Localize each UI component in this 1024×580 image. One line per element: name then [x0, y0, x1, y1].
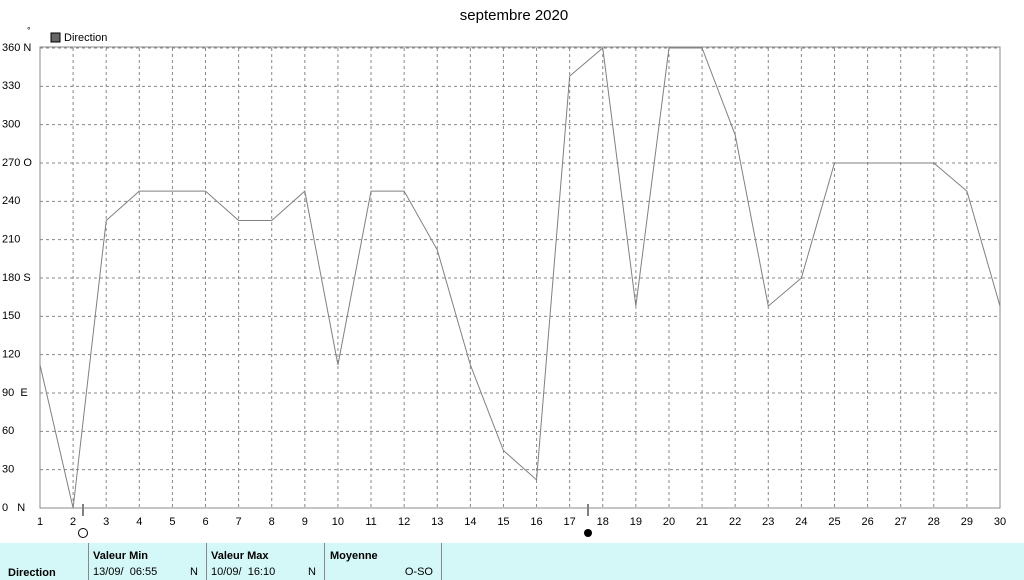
summary-cell: Moyenne O-SO [325, 543, 442, 580]
y-tick-label: 210 [2, 234, 20, 246]
x-tick-label: 6 [202, 516, 208, 528]
y-tick-label: 300 [2, 119, 20, 131]
x-tick-label: 12 [398, 516, 410, 528]
x-tick-label: 8 [269, 516, 275, 528]
mean-dir: O-SO [404, 566, 433, 578]
y-tick-label: 120 [2, 349, 20, 361]
y-tick-label: 60 [2, 425, 14, 437]
x-tick-label: 17 [564, 516, 576, 528]
y-tick-label: 240 [2, 195, 20, 207]
x-tick-label: 10 [332, 516, 344, 528]
x-tick-label: 15 [497, 516, 509, 528]
mean-header: Moyenne [330, 550, 378, 562]
max-dir: N [308, 566, 316, 578]
summary-cell: Valeur Max 10/09/ 16:10 N [207, 543, 325, 580]
x-tick-label: 11 [365, 516, 376, 528]
unit: ° [27, 25, 31, 35]
x-tick-label: 20 [663, 516, 675, 528]
max-date: 10/09/ 16:10 [211, 566, 276, 578]
legend-swatch [50, 32, 61, 43]
y-tick-label: 30 [2, 464, 14, 476]
y-tick-label: 180 S [2, 272, 31, 284]
y-tick-label: 0 N [2, 502, 25, 514]
x-tick-label: 19 [630, 516, 642, 528]
x-tick-label: 7 [236, 516, 242, 528]
x-tick-label: 30 [994, 516, 1006, 528]
legend-label: Direction [64, 32, 107, 44]
y-tick-label: 90 E [2, 387, 28, 399]
x-tick-label: 22 [729, 516, 741, 528]
x-tick-label: 29 [961, 516, 973, 528]
x-tick-label: 14 [464, 516, 476, 528]
max-marker [584, 529, 592, 537]
x-tick-label: 13 [431, 516, 443, 528]
summary-panel: Direction Valeur Min 13/09/ 06:55 N Vale… [0, 543, 1024, 580]
min-dir: N [190, 566, 198, 578]
x-tick-label: 21 [696, 516, 708, 528]
y-tick-label: 330 [2, 80, 20, 92]
min-header: Valeur Min [93, 550, 149, 562]
min-marker [78, 528, 88, 538]
x-tick-label: 16 [530, 516, 542, 528]
y-tick-label: 150 [2, 310, 20, 322]
y-tick-label: 270 O [2, 157, 32, 169]
x-tick-label: 24 [795, 516, 807, 528]
x-tick-label: 25 [828, 516, 840, 528]
x-tick-label: 26 [861, 516, 873, 528]
max-header: Valeur Max [211, 550, 269, 562]
chart-title: septembre 2020 [460, 7, 568, 24]
x-tick-label: 3 [103, 516, 109, 528]
x-tick-label: 4 [136, 516, 142, 528]
min-date: 13/09/ 06:55 [93, 566, 158, 578]
x-tick-label: 27 [895, 516, 907, 528]
x-tick-label: 9 [302, 516, 308, 528]
x-tick-label: 28 [928, 516, 940, 528]
x-tick-label: 18 [597, 516, 609, 528]
summary-cell: Valeur Min 13/09/ 06:55 N [89, 543, 207, 580]
x-tick-label: 5 [169, 516, 175, 528]
plot-frame [39, 46, 1001, 509]
x-tick-label: 2 [70, 516, 76, 528]
x-tick-label: 1 [37, 516, 43, 528]
y-tick-label: 360 N [2, 42, 31, 54]
x-tick-label: 23 [762, 516, 774, 528]
data-line [39, 47, 1001, 509]
row-label: Direction [8, 567, 56, 579]
summary-cell: Direction [0, 543, 89, 580]
